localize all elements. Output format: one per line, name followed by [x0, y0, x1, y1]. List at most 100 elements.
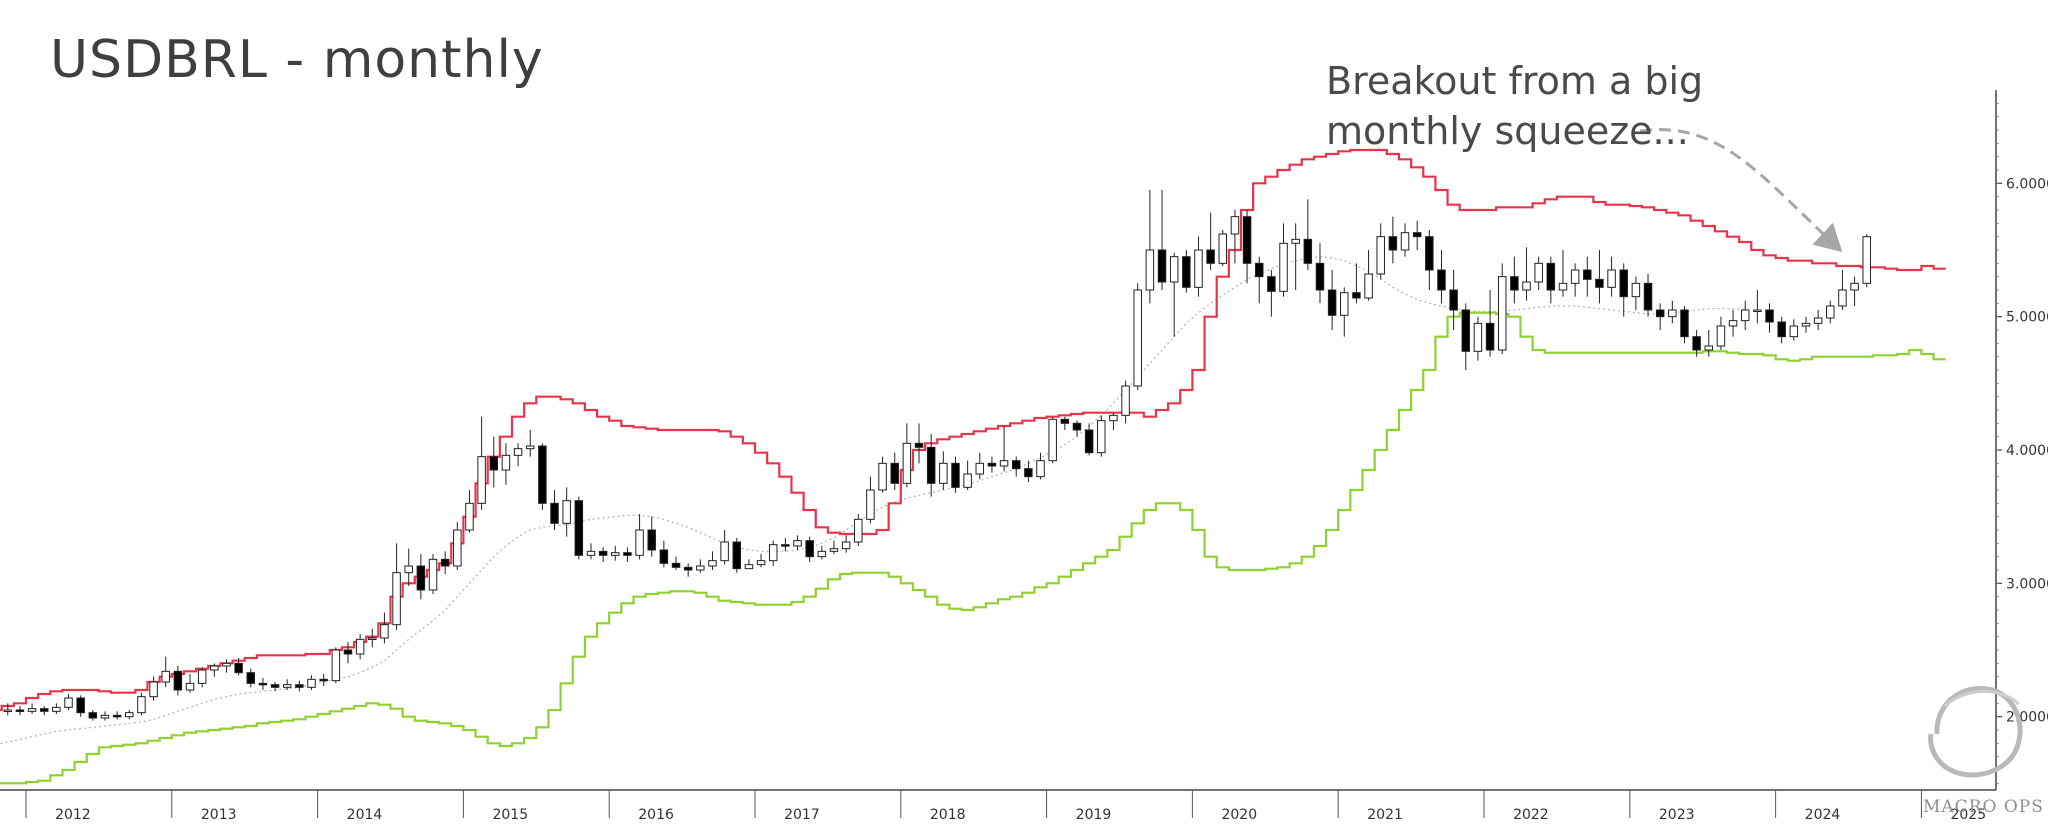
candle: [197, 667, 207, 688]
candle-body-down: [647, 529, 656, 551]
watermark-text: MACRO OPS: [1923, 797, 2044, 817]
candle: [295, 680, 304, 692]
y-tick-label: 3.0000: [2006, 576, 2048, 592]
candle-body-down: [1643, 282, 1653, 311]
candle-body-up: [331, 649, 341, 682]
candle-body-up: [1364, 273, 1373, 299]
candle: [1643, 274, 1653, 317]
candle: [343, 642, 353, 664]
candle-body-up: [1400, 232, 1410, 251]
candle: [331, 647, 341, 684]
candle: [1850, 276, 1859, 306]
candle-body-up: [1291, 238, 1300, 244]
candle: [1340, 287, 1349, 337]
candle-body-up: [744, 564, 754, 570]
candle-body-down: [440, 558, 450, 567]
candle: [404, 548, 413, 586]
candle: [1680, 306, 1689, 344]
candle-body-up: [513, 448, 523, 456]
x-tick-label: 2018: [930, 807, 966, 823]
candle-body-down: [1206, 249, 1215, 264]
x-tick-label: 2022: [1513, 807, 1549, 823]
candle-body-up: [1789, 325, 1799, 338]
candle: [963, 460, 972, 490]
candle-body-down: [1437, 269, 1446, 291]
candle: [453, 522, 462, 570]
candle: [210, 663, 219, 677]
candle: [1510, 256, 1519, 304]
candle-body-up: [1813, 317, 1823, 324]
candle: [185, 674, 195, 693]
candle: [1740, 300, 1750, 330]
candle-body-down: [951, 462, 960, 488]
candle: [1631, 276, 1641, 310]
candle: [1765, 303, 1774, 333]
chart-title: USDBRL - monthly: [50, 30, 544, 90]
candle-body-up: [380, 624, 389, 639]
candle-body-up: [1194, 249, 1203, 288]
candle: [1072, 420, 1082, 437]
candle-body-down: [39, 708, 49, 712]
candle-body-down: [1352, 292, 1361, 299]
candle: [52, 703, 61, 714]
candle: [805, 536, 814, 562]
candle: [1182, 250, 1191, 293]
candle: [854, 514, 863, 546]
candle-body-up: [1473, 322, 1483, 352]
candle: [598, 547, 608, 562]
candle-body-up: [963, 473, 972, 488]
candle: [611, 546, 620, 561]
candle-body-down: [1303, 238, 1313, 264]
candle: [975, 452, 985, 480]
candle-body-up: [586, 550, 596, 556]
candle: [1692, 330, 1701, 357]
candle: [1716, 316, 1726, 350]
x-tick-label: 2014: [347, 807, 383, 823]
candle-body-up: [477, 456, 486, 504]
candle: [635, 514, 644, 560]
candle-body-up: [1740, 309, 1750, 322]
candle: [708, 551, 717, 570]
candle: [1011, 456, 1021, 477]
candle: [1485, 290, 1495, 357]
candle: [1036, 452, 1045, 480]
candle: [1242, 210, 1252, 284]
candle-body-down: [489, 456, 499, 471]
x-tick-label: 2019: [1076, 807, 1112, 823]
x-tick-label: 2015: [492, 807, 528, 823]
candle: [1267, 270, 1276, 317]
x-tick-label: 2012: [55, 807, 91, 823]
candle-body-up: [902, 442, 912, 484]
candle: [1753, 290, 1762, 324]
candle-body-down: [15, 709, 25, 712]
candle: [100, 711, 110, 721]
x-tick-label: 2013: [201, 807, 237, 823]
candle-body-down: [1425, 236, 1434, 271]
candle: [1145, 190, 1155, 304]
candle: [258, 678, 268, 690]
candle: [112, 711, 122, 720]
candle: [1789, 319, 1799, 341]
candle-body-down: [1412, 232, 1422, 238]
candle: [586, 543, 596, 560]
candle-body-down: [1024, 468, 1033, 478]
candle-body-up: [611, 552, 620, 556]
candle-body-up: [562, 500, 571, 524]
candle-body-up: [1145, 249, 1155, 291]
candle-body-down: [1084, 429, 1094, 454]
candle: [902, 423, 912, 488]
candle: [392, 543, 401, 630]
candle-body-down: [1327, 289, 1337, 316]
candle-body-up: [1838, 289, 1847, 307]
candle: [1558, 250, 1568, 297]
candle-body-up: [1631, 282, 1641, 298]
candle-body-up: [720, 541, 729, 562]
candle-body-up: [1570, 269, 1580, 284]
candle: [319, 674, 328, 686]
candle-body-down: [1546, 262, 1556, 291]
annotation-line-2: monthly squeeze...: [1326, 109, 1689, 153]
candle: [428, 554, 438, 594]
x-tick-label: 2017: [784, 807, 820, 823]
candle-body-down: [1388, 236, 1398, 251]
